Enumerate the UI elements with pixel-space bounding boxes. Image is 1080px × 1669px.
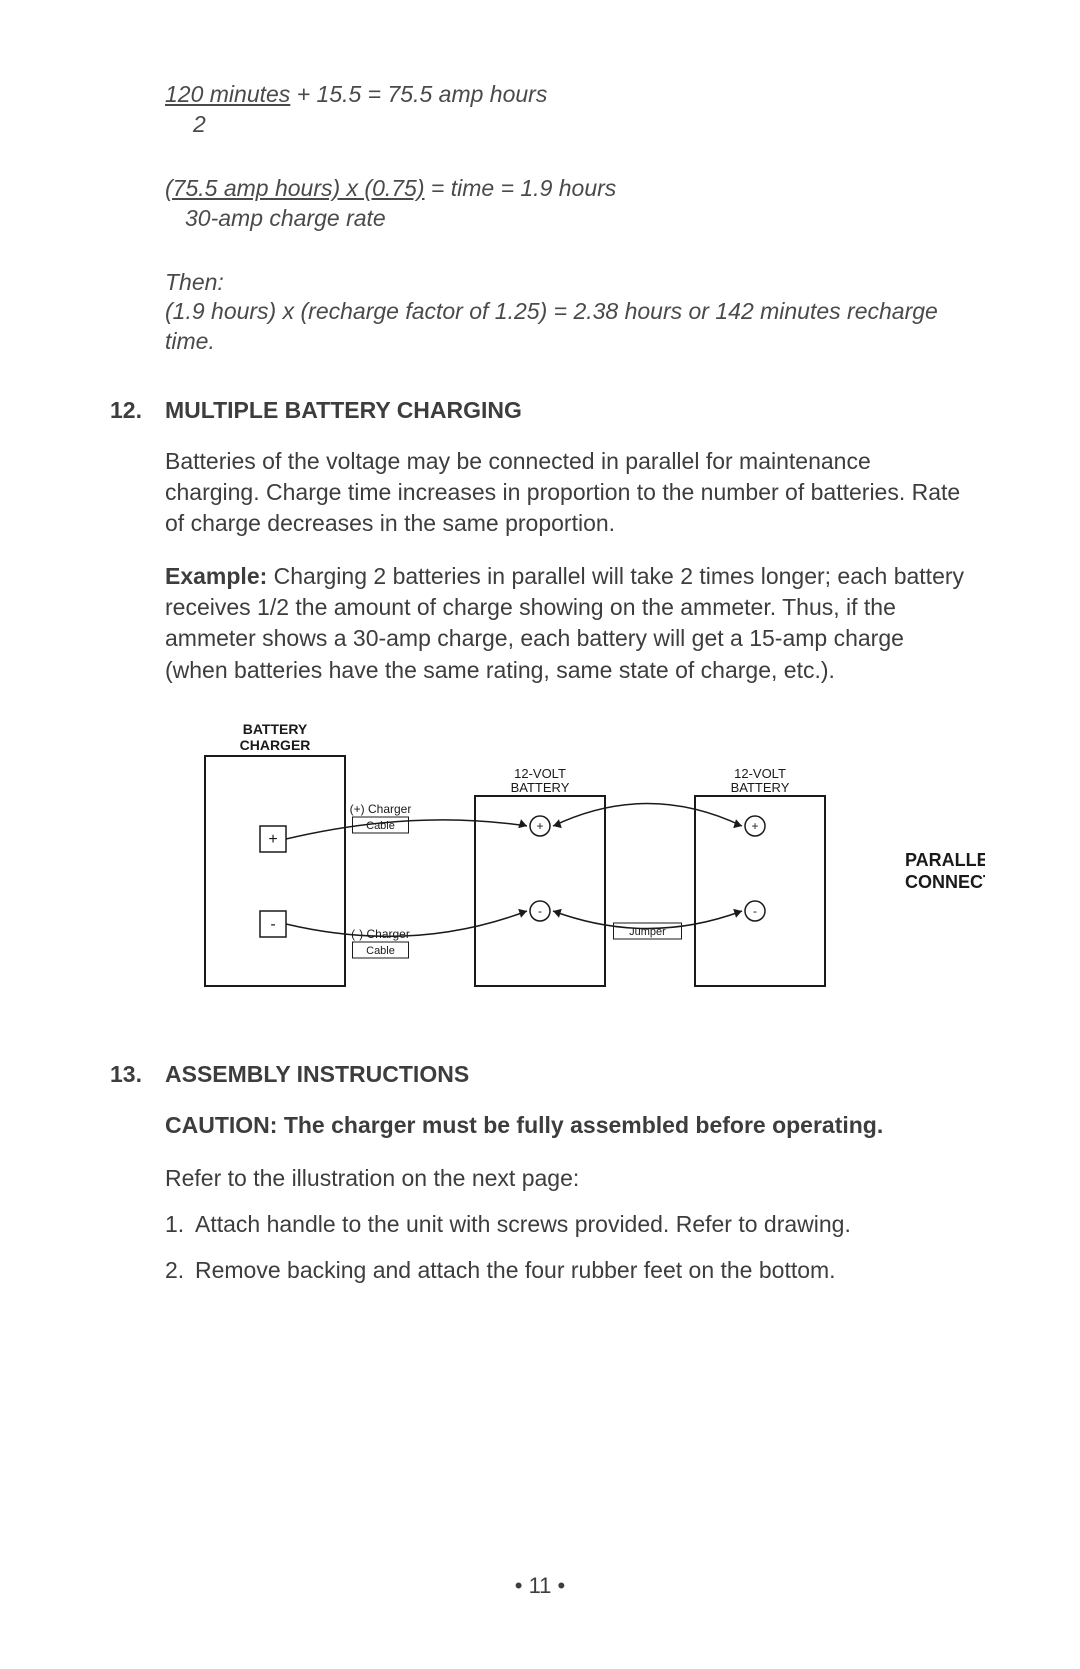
section-13-number: 13. (110, 1061, 165, 1088)
svg-text:CHARGER: CHARGER (240, 737, 311, 753)
svg-text:(-) Charger: (-) Charger (351, 927, 410, 941)
section-12-p1: Batteries of the voltage may be connecte… (165, 446, 970, 539)
section-13-refer: Refer to the illustration on the next pa… (165, 1163, 970, 1194)
section-13-title: ASSEMBLY INSTRUCTIONS (165, 1061, 469, 1088)
example-label: Example: (165, 563, 267, 589)
calc2-line1: (75.5 amp hours) x (0.75) = time = 1.9 h… (165, 174, 970, 204)
calc-block-1: 120 minutes + 15.5 = 75.5 amp hours 2 (165, 80, 970, 140)
parallel-connection-diagram: BATTERYCHARGER+-12-VOLTBATTERY+-12-VOLTB… (165, 716, 970, 1021)
svg-text:(+) Charger: (+) Charger (350, 802, 412, 816)
section-12-number: 12. (110, 397, 165, 424)
diagram-svg: BATTERYCHARGER+-12-VOLTBATTERY+-12-VOLTB… (165, 716, 985, 1016)
step-1-text: Attach handle to the unit with screws pr… (195, 1208, 851, 1240)
step-2: 2. Remove backing and attach the four ru… (165, 1254, 970, 1286)
calc1-rest: + 15.5 = 75.5 amp hours (290, 81, 547, 107)
section-13-header: 13. ASSEMBLY INSTRUCTIONS (110, 1061, 970, 1088)
svg-text:BATTERY: BATTERY (511, 780, 570, 795)
svg-text:-: - (538, 904, 542, 918)
section-13-caution: CAUTION: The charger must be fully assem… (165, 1110, 970, 1141)
svg-text:BATTERY: BATTERY (243, 721, 308, 737)
page: 120 minutes + 15.5 = 75.5 amp hours 2 (7… (0, 0, 1080, 1669)
svg-text:Cable: Cable (366, 820, 395, 832)
step-2-text: Remove backing and attach the four rubbe… (195, 1254, 836, 1286)
svg-text:BATTERY: BATTERY (731, 780, 790, 795)
svg-text:CONNECTION: CONNECTION (905, 872, 985, 892)
calc3-then: Then: (165, 268, 970, 298)
calc1-denominator: 2 (165, 110, 970, 140)
example-text: Charging 2 batteries in parallel will ta… (165, 563, 964, 682)
svg-text:-: - (753, 904, 757, 918)
calc1-underlined: 120 minutes (165, 81, 290, 107)
svg-text:Cable: Cable (366, 945, 395, 957)
calc2-denominator: 30-amp charge rate (165, 204, 970, 234)
section-12-example: Example: Charging 2 batteries in paralle… (165, 561, 970, 685)
svg-text:+: + (268, 831, 277, 848)
calc-block-2: (75.5 amp hours) x (0.75) = time = 1.9 h… (165, 174, 970, 234)
section-12-title: MULTIPLE BATTERY CHARGING (165, 397, 522, 424)
step-1-number: 1. (165, 1208, 195, 1240)
calc1-line1: 120 minutes + 15.5 = 75.5 amp hours (165, 80, 970, 110)
svg-text:12-VOLT: 12-VOLT (514, 766, 566, 781)
step-1: 1. Attach handle to the unit with screws… (165, 1208, 970, 1240)
caution-text: CAUTION: The charger must be fully assem… (165, 1112, 883, 1138)
svg-text:+: + (536, 819, 543, 833)
calc-block-3: Then: (1.9 hours) x (recharge factor of … (165, 268, 970, 358)
calc2-rest: = time = 1.9 hours (425, 175, 617, 201)
section-12-header: 12. MULTIPLE BATTERY CHARGING (110, 397, 970, 424)
step-2-number: 2. (165, 1254, 195, 1286)
page-number: • 11 • (0, 1573, 1080, 1599)
svg-text:Jumper: Jumper (629, 926, 666, 938)
calc2-underlined: (75.5 amp hours) x (0.75) (165, 175, 425, 201)
svg-text:+: + (751, 819, 758, 833)
svg-text:-: - (270, 916, 275, 933)
svg-text:PARALLEL: PARALLEL (905, 850, 985, 870)
svg-text:12-VOLT: 12-VOLT (734, 766, 786, 781)
calc3-line: (1.9 hours) x (recharge factor of 1.25) … (165, 297, 970, 357)
